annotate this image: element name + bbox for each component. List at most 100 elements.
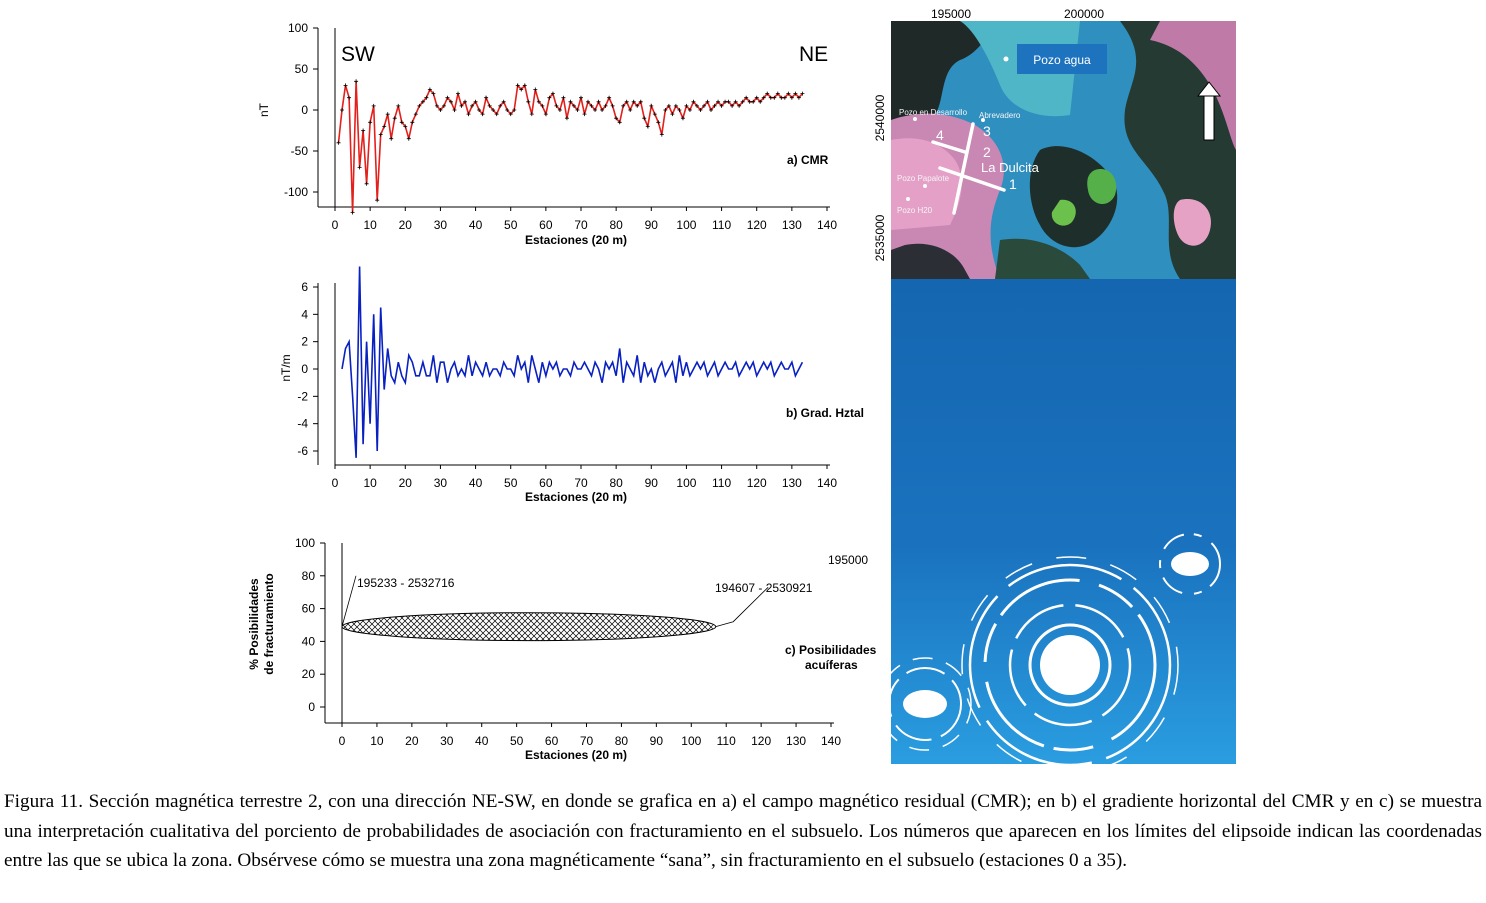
cmr-point — [403, 124, 408, 129]
cmr-point — [466, 112, 471, 117]
cmr-point — [392, 116, 397, 121]
cmr-point — [406, 136, 411, 141]
cmr-point — [666, 103, 671, 108]
x-tick-label: 110 — [717, 734, 736, 748]
cmr-point — [680, 116, 685, 121]
x-tick-label: 20 — [405, 734, 419, 748]
cmr-point — [456, 91, 460, 96]
panel-c-possibilities-chart: 100 80 60 40 20 0 0 10 20 30 40 50 60 70 80 90 100 110 12… — [247, 536, 877, 762]
legend-label: Pozo agua — [1033, 53, 1091, 67]
legend-well-marker — [1003, 56, 1009, 62]
cmr-point — [413, 112, 418, 117]
cmr-point — [533, 87, 538, 92]
cmr-point — [670, 112, 675, 117]
cmr-point — [357, 165, 362, 170]
cmr-point — [399, 120, 404, 125]
cmr-point — [508, 112, 513, 117]
panel-c-y-axis-title-line1: % Posibilidades — [247, 578, 261, 670]
cmr-point — [621, 103, 626, 108]
panel-c-x-ticks: 0 10 20 30 40 50 60 70 80 90 100 110 120 130 140 — [339, 723, 841, 748]
well-label-2: Abrevadero — [979, 111, 1021, 120]
cmr-point — [586, 99, 591, 104]
y-tick-label: 4 — [301, 307, 308, 321]
panel-c-x-axis-title: Estaciones (20 m) — [525, 748, 627, 762]
x-tick-label: 140 — [817, 476, 837, 490]
panel-b-x-ticks: 0 10 20 30 40 50 60 70 80 90 100 110 120 130 140 — [332, 465, 837, 490]
cmr-point — [445, 95, 450, 100]
x-tick-label: 110 — [712, 218, 731, 232]
cmr-point — [410, 120, 415, 125]
cmr-point — [744, 95, 749, 100]
cmr-point — [354, 79, 359, 84]
cmr-point — [677, 108, 682, 112]
cmr-point — [645, 124, 650, 129]
x-tick-label: 60 — [545, 734, 559, 748]
y-tick-label: 100 — [295, 536, 315, 550]
panel-c-y-ticks: 100 80 60 40 20 0 — [295, 536, 326, 723]
cmr-point — [515, 83, 520, 88]
cmr-point — [582, 112, 587, 117]
ripple-decoration — [878, 533, 1221, 770]
panel-c-label-line1: c) Posibilidades — [785, 643, 877, 657]
well-label-3: Pozo Papalote — [897, 174, 950, 183]
cmr-point — [519, 87, 524, 92]
x-tick-label: 10 — [370, 734, 384, 748]
x-tick-label: 20 — [399, 476, 413, 490]
y-tick-label: 50 — [295, 62, 309, 76]
y-tick-label: 100 — [288, 21, 308, 35]
cmr-point — [536, 99, 541, 104]
x-tick-label: 20 — [399, 218, 413, 232]
x-tick-label: 90 — [650, 734, 664, 748]
site-label: La Dulcita — [981, 160, 1040, 175]
well-label-1: Pozo en Desarrollo — [899, 108, 968, 117]
cmr-point — [477, 108, 482, 112]
cmr-point — [361, 128, 366, 133]
panel-a-x-ticks: 0 10 20 30 40 50 60 70 80 90 100 110 120 130 140 — [332, 207, 837, 232]
cmr-point — [494, 112, 499, 117]
cmr-point — [561, 95, 566, 100]
x-tick-label: 60 — [539, 476, 553, 490]
well-marker — [981, 118, 985, 122]
cmr-point — [396, 103, 401, 108]
cmr-point — [417, 103, 422, 108]
cmr-point — [628, 108, 633, 112]
cmr-point — [702, 103, 706, 108]
cmr-point — [540, 103, 545, 108]
cmr-point — [596, 99, 601, 104]
right-coordinate-label: 194607 - 2530921 — [715, 581, 813, 595]
cmr-point — [747, 99, 752, 104]
location-map: 195000 200000 2540000 2535000 Pozo agua — [828, 7, 1236, 770]
cmr-point — [448, 99, 453, 104]
legend-box — [1017, 44, 1107, 74]
cmr-point — [719, 103, 724, 108]
cmr-point — [378, 132, 383, 137]
cmr-point — [737, 103, 742, 108]
cmr-point — [568, 99, 573, 104]
cmr-point — [635, 103, 640, 108]
cmr-point — [610, 103, 615, 108]
map-x-tick-2: 200000 — [1064, 7, 1104, 21]
cmr-point — [343, 83, 348, 88]
x-tick-label: 130 — [782, 218, 802, 232]
y-tick-label: 60 — [302, 602, 316, 616]
cmr-point — [659, 132, 664, 137]
y-tick-label: 40 — [302, 634, 316, 648]
cmr-point — [340, 108, 345, 112]
cmr-point — [593, 108, 598, 112]
x-tick-label: 30 — [440, 734, 454, 748]
cmr-point — [389, 136, 394, 141]
cmr-point — [473, 99, 478, 104]
cmr-point — [786, 91, 791, 96]
cmr-point — [459, 103, 464, 108]
cmr-point — [529, 112, 534, 117]
cmr-point — [730, 103, 735, 108]
panel-b-x-axis-title: Estaciones (20 m) — [525, 490, 627, 504]
north-arrow-icon — [1196, 81, 1222, 141]
lower-map-tick: 195000 — [828, 553, 868, 567]
cmr-point — [480, 112, 485, 117]
panel-a-y-axis-title: nT — [257, 102, 271, 117]
x-tick-label: 70 — [574, 476, 588, 490]
cmr-point — [522, 83, 527, 88]
